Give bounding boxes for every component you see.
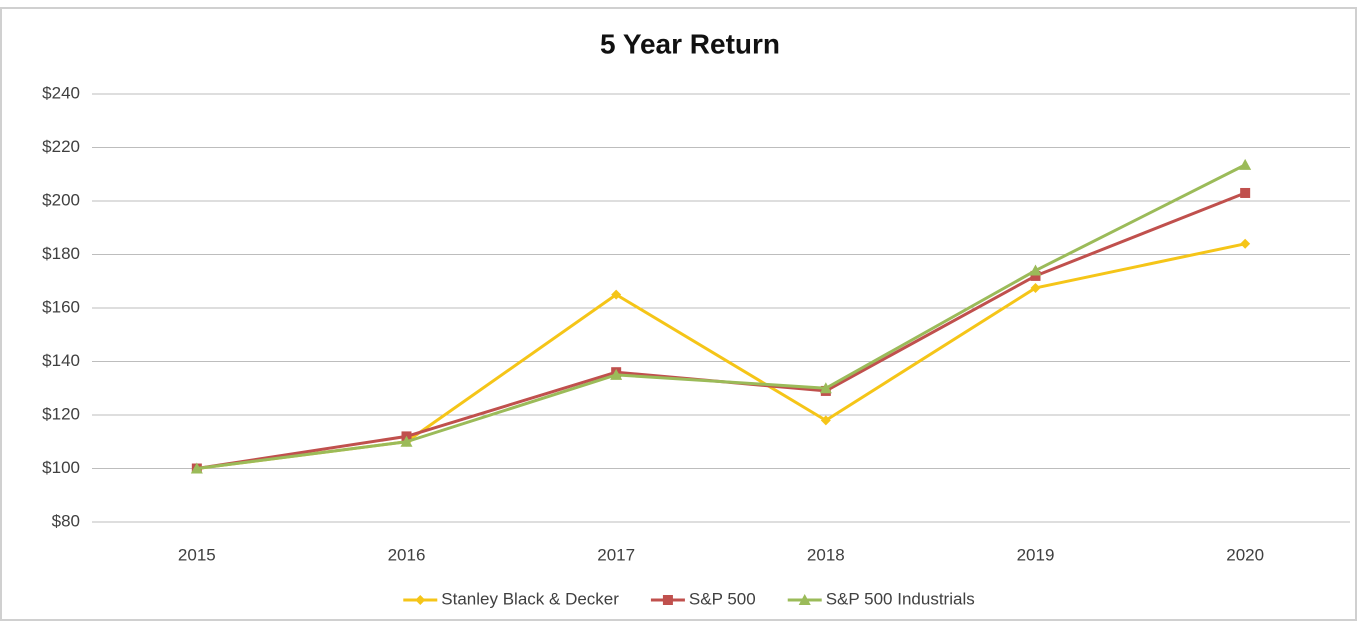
y-tick-label: $140: [42, 351, 80, 370]
y-tick-label: $160: [42, 297, 80, 316]
x-tick-label: 2019: [1017, 545, 1055, 564]
legend-marker: [662, 595, 673, 605]
marker: [1240, 187, 1251, 198]
x-tick-label: 2015: [178, 545, 216, 564]
marker: [1030, 282, 1041, 293]
marker: [1240, 238, 1251, 249]
marker: [400, 435, 413, 447]
legend-marker: [415, 595, 426, 605]
marker: [820, 415, 831, 426]
marker: [1029, 264, 1042, 276]
y-tick-label: $180: [42, 244, 80, 263]
marker: [819, 382, 832, 394]
x-tick-label: 2018: [807, 545, 845, 564]
series-line: [196, 163, 1246, 470]
marker: [1239, 158, 1252, 170]
y-tick-label: $100: [42, 458, 80, 477]
x-tick-label: 2020: [1226, 545, 1264, 564]
legend-label: S&P 500: [689, 589, 756, 608]
y-tick-label: $80: [52, 511, 80, 530]
legend-label: S&P 500 Industrials: [826, 589, 975, 608]
y-tick-label: $240: [42, 83, 80, 102]
y-tick-label: $200: [42, 190, 80, 209]
chart-title: 5 Year Return: [600, 28, 780, 59]
marker: [1030, 270, 1041, 281]
x-tick-label: 2017: [597, 545, 635, 564]
chart-frame: [0, 7, 1357, 621]
marker: [610, 368, 623, 380]
y-tick-label: $120: [42, 404, 80, 423]
marker: [190, 462, 203, 474]
legend-label: Stanley Black & Decker: [441, 589, 619, 608]
marker: [611, 289, 622, 300]
x-tick-label: 2016: [388, 545, 426, 564]
y-tick-label: $220: [42, 137, 80, 156]
legend-marker: [798, 594, 811, 605]
